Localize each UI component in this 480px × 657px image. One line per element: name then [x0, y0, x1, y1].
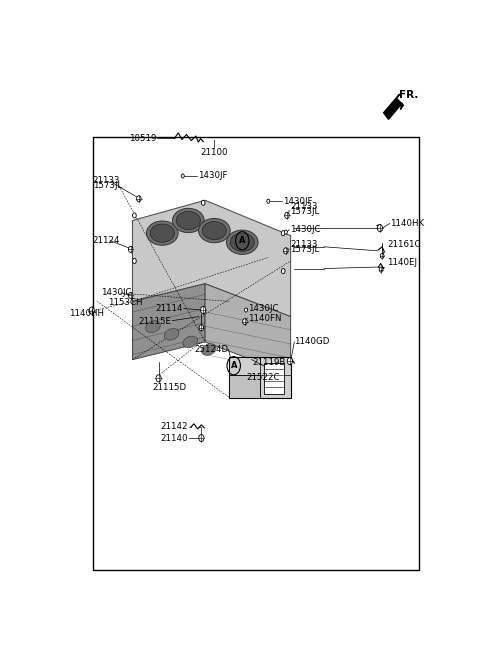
Circle shape — [129, 246, 133, 252]
Text: A: A — [230, 361, 237, 370]
Text: 1430JF: 1430JF — [283, 196, 312, 206]
Ellipse shape — [164, 328, 179, 340]
Polygon shape — [132, 284, 205, 359]
Ellipse shape — [150, 224, 174, 242]
Ellipse shape — [145, 321, 160, 332]
Text: 1140FN: 1140FN — [248, 313, 281, 323]
Text: 21100: 21100 — [201, 148, 228, 157]
Circle shape — [377, 225, 383, 232]
Circle shape — [284, 230, 288, 234]
Circle shape — [199, 325, 204, 330]
Text: 21522C: 21522C — [247, 373, 280, 382]
Circle shape — [181, 174, 184, 178]
Text: 1573JL: 1573JL — [93, 181, 122, 190]
Circle shape — [288, 357, 292, 365]
Text: 21161C: 21161C — [387, 240, 421, 249]
FancyBboxPatch shape — [264, 363, 284, 394]
Polygon shape — [132, 200, 290, 317]
Text: 1430JC: 1430JC — [101, 288, 132, 298]
Text: 1430JF: 1430JF — [198, 171, 227, 181]
Ellipse shape — [199, 219, 230, 242]
Circle shape — [379, 267, 383, 272]
Circle shape — [285, 212, 289, 219]
Polygon shape — [205, 284, 290, 374]
Circle shape — [267, 199, 270, 203]
Circle shape — [244, 308, 248, 312]
Ellipse shape — [202, 344, 216, 355]
Text: 21140: 21140 — [161, 434, 188, 443]
Circle shape — [284, 248, 288, 254]
Text: 1430JC: 1430JC — [290, 225, 320, 234]
Circle shape — [281, 231, 285, 236]
Text: 1140EJ: 1140EJ — [387, 258, 418, 267]
Ellipse shape — [227, 230, 258, 254]
Ellipse shape — [176, 212, 201, 229]
Circle shape — [89, 307, 94, 314]
Text: 21133: 21133 — [93, 175, 120, 185]
Circle shape — [129, 292, 133, 298]
Text: 21124: 21124 — [93, 237, 120, 245]
Text: 21133: 21133 — [290, 202, 317, 212]
Text: 21115D: 21115D — [152, 383, 186, 392]
Circle shape — [137, 196, 141, 202]
Ellipse shape — [183, 336, 198, 348]
Circle shape — [199, 434, 204, 442]
Text: A: A — [239, 237, 246, 245]
Text: 1140HH: 1140HH — [69, 309, 104, 317]
Text: 1573JL: 1573JL — [290, 208, 319, 216]
Bar — [94, 137, 419, 570]
Circle shape — [380, 254, 384, 258]
Text: 25124D: 25124D — [194, 345, 228, 354]
Text: 21142: 21142 — [161, 422, 188, 432]
Text: 1140HK: 1140HK — [390, 219, 424, 228]
Text: 1140GD: 1140GD — [294, 338, 329, 346]
Text: 21119B: 21119B — [252, 357, 286, 367]
Text: 21115E: 21115E — [139, 317, 172, 326]
Text: 21133: 21133 — [290, 240, 317, 249]
Circle shape — [202, 200, 205, 205]
Text: FR.: FR. — [398, 90, 418, 100]
Ellipse shape — [172, 208, 204, 233]
Text: 21114: 21114 — [155, 304, 183, 313]
Text: 1430JC: 1430JC — [248, 304, 278, 313]
Polygon shape — [229, 374, 260, 397]
Polygon shape — [384, 94, 403, 120]
Circle shape — [281, 269, 285, 273]
Circle shape — [132, 213, 136, 218]
Circle shape — [156, 374, 161, 382]
Circle shape — [132, 258, 136, 263]
Text: 1153CH: 1153CH — [108, 298, 143, 307]
Polygon shape — [229, 357, 290, 397]
Ellipse shape — [202, 221, 227, 240]
Circle shape — [243, 319, 247, 325]
Circle shape — [201, 306, 206, 313]
Text: 10519: 10519 — [129, 133, 156, 143]
Ellipse shape — [146, 221, 178, 245]
Text: 1573JL: 1573JL — [290, 245, 319, 254]
Ellipse shape — [230, 233, 254, 252]
